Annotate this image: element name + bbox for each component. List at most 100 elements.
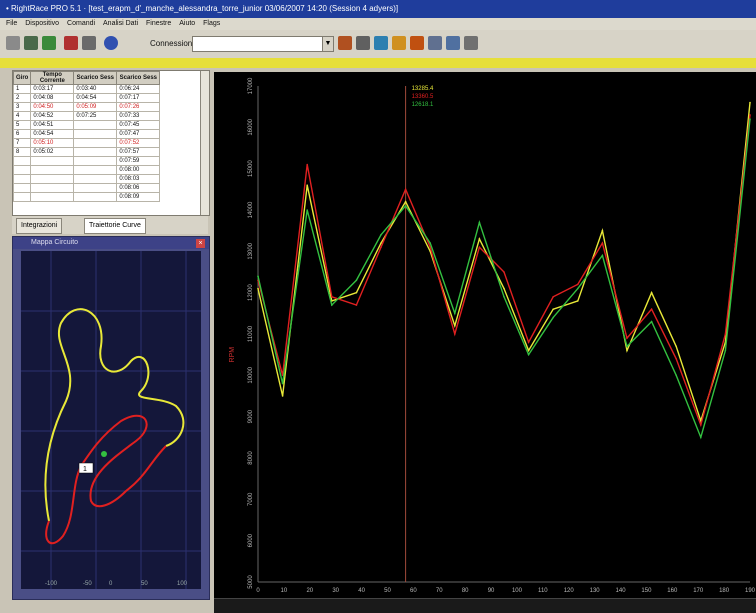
x-tick-label: 150 <box>641 588 652 594</box>
table-cell <box>30 156 75 166</box>
connect-icon[interactable] <box>104 36 118 50</box>
data-point <box>503 287 505 290</box>
x-tick-label: 0 <box>256 588 260 594</box>
y-tick-label: 5000 <box>248 575 254 589</box>
data-point <box>503 271 505 273</box>
table-cell <box>13 156 32 166</box>
menu-bar: File Dispositivo Comandi Analisi Dati Fi… <box>0 18 756 30</box>
menu-file[interactable]: File <box>6 20 18 27</box>
legend-entry-1: 13360.5 <box>412 94 434 100</box>
table-cell: 0:07:59 <box>116 156 161 166</box>
menu-dispositivo[interactable]: Dispositivo <box>25 20 60 27</box>
table-row[interactable]: 7 0:05:10 0:07:52 <box>13 138 161 148</box>
window-title: • RightRace PRO 5.1 · [test_erapm_d'_man… <box>6 4 399 13</box>
data-point <box>724 349 727 352</box>
menu-analisi-dati[interactable]: Analisi Dati <box>103 20 139 27</box>
stopwatch-icon[interactable] <box>64 36 78 50</box>
hand-icon[interactable] <box>374 36 388 50</box>
data-point <box>380 242 382 244</box>
print-icon[interactable] <box>82 36 96 50</box>
table-cell: 0:04:54 <box>73 93 118 103</box>
table-cell: 0:06:24 <box>116 84 161 94</box>
track-svg: 1 -100 -50 0 50 100 <box>21 251 201 589</box>
refresh-icon[interactable] <box>356 36 370 50</box>
data-point <box>675 358 677 360</box>
col-giro[interactable]: Giro <box>13 71 32 85</box>
table-row[interactable]: 2 0:04:08 0:04:54 0:07:17 <box>13 93 161 103</box>
y-tick-label: 16000 <box>248 118 254 135</box>
map-x-tick-4: 100 <box>177 581 188 587</box>
table-row[interactable]: 0:07:59 <box>13 156 161 166</box>
menu-flags[interactable]: Flags <box>203 20 221 27</box>
table-row[interactable]: 0:08:00 <box>13 165 161 175</box>
chip-icon[interactable] <box>24 36 38 50</box>
data-point <box>527 353 530 356</box>
x-tick-label: 170 <box>693 588 704 594</box>
series-line-1 <box>257 114 751 428</box>
series-line-2 <box>257 118 751 440</box>
map-x-tick-2: 0 <box>109 581 113 587</box>
x-tick-label: 70 <box>436 588 443 594</box>
data-point <box>478 238 481 240</box>
col-scarico-2[interactable]: Scarico Sess <box>116 71 161 85</box>
table-row[interactable]: 0:08:09 <box>13 192 161 202</box>
table-row[interactable]: 0:08:06 <box>13 183 161 193</box>
table-cell: 6 <box>13 129 32 139</box>
x-tick-label: 100 <box>512 588 523 594</box>
data-point <box>306 184 308 186</box>
table-cell <box>30 165 75 175</box>
table-cell: 0:04:54 <box>30 129 75 139</box>
table-cell: 0:04:51 <box>30 120 75 130</box>
data-point <box>724 333 727 335</box>
table-cell <box>73 174 118 184</box>
data-point <box>404 188 407 191</box>
data-point <box>454 324 456 327</box>
export-icon[interactable] <box>446 36 460 50</box>
data-point <box>577 287 579 290</box>
x-tick-label: 190 <box>745 588 756 594</box>
table-row[interactable]: 1 0:03:17 0:03:40 0:06:24 <box>13 84 161 94</box>
chevron-down-icon[interactable]: ▼ <box>322 37 333 51</box>
table-scrollbar[interactable] <box>200 71 209 215</box>
data-point <box>331 304 333 306</box>
table-row[interactable]: 0:08:03 <box>13 174 161 184</box>
tab-traiettorie[interactable]: Traiettorie Curve <box>84 218 146 234</box>
trash-icon[interactable] <box>6 36 20 50</box>
table-row[interactable]: 5 0:04:51 0:07:45 <box>13 120 161 130</box>
menu-finestre[interactable]: Finestre <box>145 20 172 27</box>
close-icon[interactable]: × <box>196 239 205 248</box>
map-title-bar: Mappa Circuito × <box>13 237 209 249</box>
y-tick-label: 11000 <box>248 325 254 342</box>
table-row[interactable]: 8 0:05:02 0:07:57 <box>13 147 161 157</box>
table-cell: 4 <box>13 111 32 121</box>
table-cell <box>13 192 32 202</box>
rpm-chart[interactable]: 17000 16000 15000 14000 13000 12000 11000 10000… <box>214 72 756 612</box>
table-row[interactable]: 4 0:04:52 0:07:25 0:07:33 <box>13 111 161 121</box>
tab-integrazioni[interactable]: Integrazioni <box>16 218 63 234</box>
upload-icon[interactable] <box>42 36 56 50</box>
edit-icon[interactable] <box>464 36 478 50</box>
col-scarico-1[interactable]: Scarico Sess <box>73 71 118 85</box>
gauge-icon[interactable] <box>410 36 424 50</box>
connect-select[interactable]: ▼ <box>192 36 334 52</box>
map-canvas: 1 -100 -50 0 50 100 <box>21 251 201 589</box>
menu-aiuto[interactable]: Aiuto <box>179 20 196 27</box>
data-point <box>257 275 259 277</box>
col-tempo[interactable]: Tempo Corrente <box>30 71 75 85</box>
table-row[interactable]: 3 0:04:50 0:05:09 0:07:26 <box>13 102 161 112</box>
ruler-icon[interactable] <box>392 36 406 50</box>
table-cell: 0:05:02 <box>30 147 75 157</box>
table-cell <box>13 174 32 184</box>
table-row[interactable]: 6 0:04:54 0:07:47 <box>13 129 161 139</box>
data-point <box>527 341 530 344</box>
chart-scrollbar[interactable] <box>214 598 756 613</box>
menu-comandi[interactable]: Comandi <box>67 20 96 27</box>
doc-icon[interactable] <box>428 36 442 50</box>
table-cell: 0:04:52 <box>30 111 75 121</box>
data-point <box>626 345 628 348</box>
x-tick-label: 130 <box>590 588 601 594</box>
chart-icon[interactable] <box>338 36 352 50</box>
lap-table-panel: Giro Tempo Corrente Scarico Sess Scarico… <box>12 70 210 216</box>
data-point <box>478 221 481 224</box>
table-cell: 3 <box>13 102 32 112</box>
